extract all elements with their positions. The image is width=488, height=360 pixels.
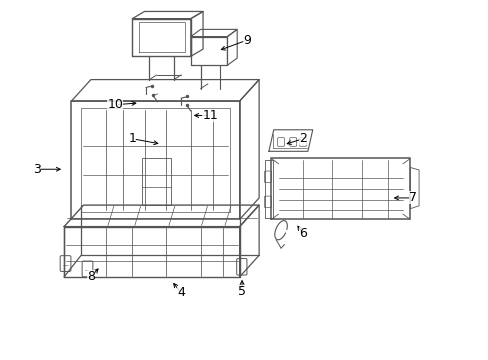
Text: 10: 10: [107, 98, 123, 111]
Text: 8: 8: [87, 270, 95, 283]
FancyBboxPatch shape: [82, 261, 93, 277]
FancyBboxPatch shape: [264, 171, 271, 183]
Text: 7: 7: [408, 192, 416, 204]
Text: 1: 1: [128, 132, 136, 145]
FancyBboxPatch shape: [236, 258, 246, 275]
Text: 9: 9: [243, 33, 250, 47]
FancyBboxPatch shape: [299, 138, 306, 146]
Text: 3: 3: [33, 163, 41, 176]
Text: 6: 6: [299, 227, 306, 240]
FancyBboxPatch shape: [60, 256, 71, 271]
Text: 11: 11: [202, 109, 218, 122]
Text: 4: 4: [177, 287, 184, 300]
FancyBboxPatch shape: [264, 196, 271, 208]
FancyBboxPatch shape: [289, 138, 296, 146]
FancyBboxPatch shape: [277, 138, 284, 146]
Text: 5: 5: [238, 285, 245, 298]
Text: 2: 2: [299, 132, 306, 145]
